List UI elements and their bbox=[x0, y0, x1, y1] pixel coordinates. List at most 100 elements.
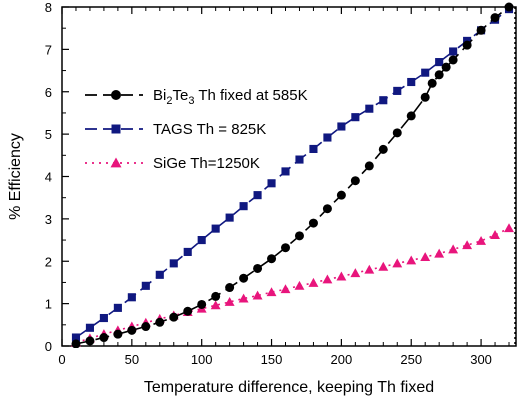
axes-layer: 0 50 100 150 200 250 300 0 1 2 3 4 5 6 7 8 bbox=[45, 0, 516, 367]
series-square bbox=[71, 5, 514, 342]
data-point-square bbox=[197, 236, 206, 245]
data-point-circle bbox=[267, 254, 277, 264]
data-point-circle bbox=[406, 111, 416, 121]
y-tick-label: 7 bbox=[45, 42, 52, 57]
data-point-square bbox=[337, 122, 346, 131]
data-point-square bbox=[113, 303, 122, 312]
data-point-triangle bbox=[210, 300, 221, 310]
data-point-triangle bbox=[434, 248, 445, 258]
data-point-circle bbox=[183, 306, 193, 316]
data-point-circle bbox=[111, 90, 121, 100]
data-point-triangle bbox=[420, 252, 431, 261]
data-point-triangle bbox=[406, 255, 417, 265]
series-line bbox=[75, 227, 510, 344]
data-point-circle bbox=[281, 243, 291, 253]
data-point-square bbox=[239, 202, 248, 211]
data-point-square bbox=[225, 213, 234, 222]
data-point-triangle bbox=[350, 268, 361, 278]
data-point-square bbox=[85, 323, 94, 332]
legend: Bi2Te3 Th fixed at 585K TAGS Th = 825K SiG… bbox=[85, 87, 308, 172]
data-point-circle bbox=[490, 13, 500, 23]
data-point-circle bbox=[441, 62, 451, 72]
y-tick-label: 3 bbox=[45, 212, 52, 227]
data-point-circle bbox=[392, 128, 402, 138]
data-point-triangle bbox=[322, 274, 333, 284]
data-point-triangle bbox=[252, 290, 263, 300]
x-tick-label: 100 bbox=[191, 352, 213, 367]
data-point-triangle bbox=[294, 280, 305, 290]
data-point-square bbox=[323, 133, 332, 142]
y-axis-label: % Efficiency bbox=[7, 133, 24, 220]
data-point-circle bbox=[294, 231, 304, 241]
y-tick-label: 6 bbox=[45, 85, 52, 100]
legend-label: Bi2Te3 Th fixed at 585K bbox=[153, 87, 308, 107]
data-point-circle bbox=[155, 317, 165, 327]
series-line bbox=[75, 6, 510, 345]
x-axis-label: Temperature difference, keeping Th fixed bbox=[144, 379, 434, 396]
data-point-square bbox=[99, 313, 108, 323]
data-point-circle bbox=[239, 273, 249, 283]
x-tick-label: 250 bbox=[400, 352, 422, 367]
y-tick-label: 4 bbox=[45, 170, 52, 185]
data-point-triangle bbox=[266, 287, 277, 297]
data-point-square bbox=[111, 124, 121, 134]
legend-label-part: Th fixed at 585K bbox=[194, 87, 307, 104]
data-point-square bbox=[295, 155, 304, 164]
data-point-triangle bbox=[392, 258, 403, 268]
data-point-circle bbox=[225, 283, 235, 293]
data-point-triangle bbox=[110, 157, 122, 168]
legend-entry: SiGe Th=1250K bbox=[85, 155, 260, 172]
y-tick-label: 1 bbox=[45, 297, 52, 312]
data-point-square bbox=[155, 270, 164, 279]
x-tick-label: 300 bbox=[470, 352, 492, 367]
data-point-circle bbox=[113, 329, 123, 339]
legend-label-part: 2 bbox=[166, 95, 172, 107]
data-point-square bbox=[393, 86, 402, 95]
data-point-circle bbox=[420, 92, 430, 102]
data-point-square bbox=[253, 191, 262, 200]
data-point-square bbox=[211, 224, 220, 233]
x-tick-label: 150 bbox=[261, 352, 283, 367]
data-point-triangle bbox=[364, 264, 375, 274]
data-point-circle bbox=[99, 333, 109, 343]
data-point-square bbox=[435, 58, 444, 67]
y-tick-label: 8 bbox=[45, 0, 52, 15]
data-point-circle bbox=[448, 55, 458, 65]
legend-entry: Bi2Te3 Th fixed at 585K bbox=[85, 87, 308, 107]
data-point-triangle bbox=[238, 293, 249, 303]
x-tick-label: 0 bbox=[58, 352, 65, 367]
data-point-circle bbox=[308, 218, 318, 228]
data-point-circle bbox=[364, 161, 374, 171]
legend-label: TAGS Th = 825K bbox=[153, 121, 266, 138]
data-point-circle bbox=[322, 204, 332, 214]
data-point-circle bbox=[350, 176, 360, 186]
data-point-circle bbox=[462, 40, 472, 50]
data-point-triangle bbox=[476, 235, 487, 245]
data-point-square bbox=[127, 293, 136, 302]
data-point-square bbox=[309, 144, 318, 154]
data-point-square bbox=[365, 104, 374, 113]
data-point-triangle bbox=[504, 223, 514, 233]
data-point-circle bbox=[211, 291, 221, 301]
data-point-circle bbox=[127, 325, 137, 335]
data-point-circle bbox=[434, 70, 444, 80]
data-point-circle bbox=[85, 336, 95, 346]
series-circle bbox=[71, 2, 514, 348]
data-point-square bbox=[71, 333, 81, 342]
data-point-circle bbox=[427, 78, 437, 88]
y-tick-label: 2 bbox=[45, 254, 52, 269]
data-point-square bbox=[379, 96, 388, 105]
data-point-triangle bbox=[308, 277, 319, 287]
x-tick-label: 200 bbox=[331, 352, 353, 367]
legend-entry: TAGS Th = 825K bbox=[85, 121, 266, 138]
data-point-circle bbox=[336, 190, 346, 200]
data-point-square bbox=[183, 247, 192, 256]
y-tick-label: 0 bbox=[45, 339, 52, 354]
data-point-square bbox=[407, 77, 416, 87]
legend-label-part: 3 bbox=[188, 95, 194, 107]
data-point-triangle bbox=[280, 284, 291, 294]
data-point-square bbox=[421, 68, 430, 77]
data-point-square bbox=[449, 47, 458, 56]
data-point-triangle bbox=[448, 244, 459, 254]
